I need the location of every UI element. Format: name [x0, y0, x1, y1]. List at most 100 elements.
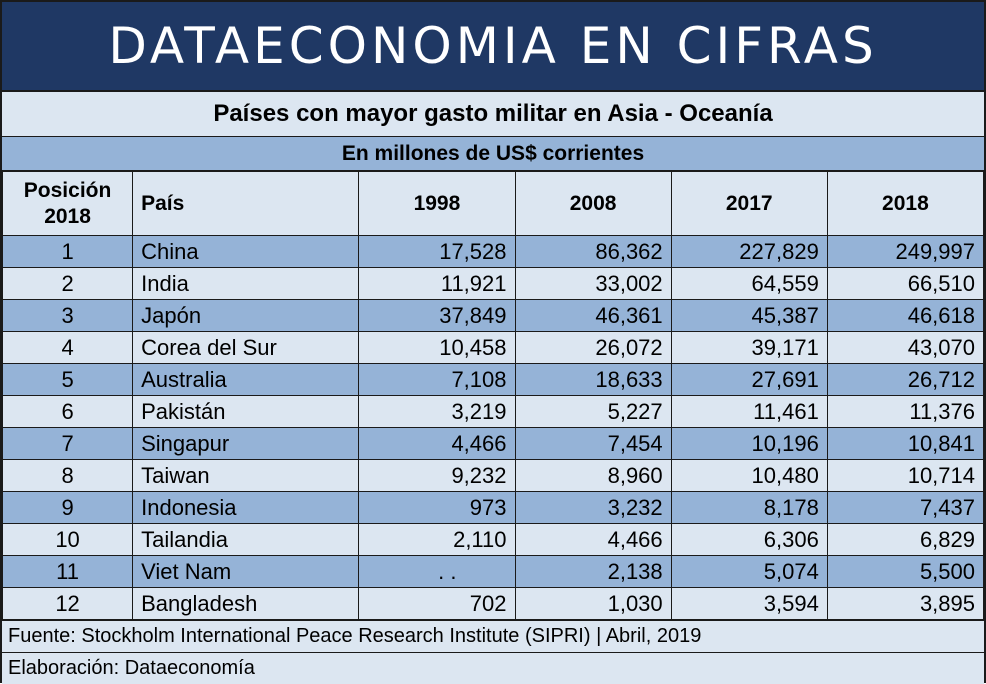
table-row: 4 Corea del Sur 10,458 26,072 39,171 43,…: [1, 331, 985, 364]
cell-1998: 7,108: [358, 363, 516, 396]
cell-2017: 39,171: [670, 331, 828, 364]
source-note: Fuente: Stockholm International Peace Re…: [2, 620, 984, 652]
cell-2017: 5,074: [670, 555, 828, 588]
cell-2008: 1,030: [514, 587, 672, 620]
cell-2017: 45,387: [670, 299, 828, 332]
cell-2018: 249,997: [826, 235, 985, 268]
cell-2008: 86,362: [514, 235, 672, 268]
cell-2017: 10,196: [670, 427, 828, 460]
cell-2017: 10,480: [670, 459, 828, 492]
cell-2008: 3,232: [514, 491, 672, 524]
cell-country: Viet Nam: [132, 555, 360, 588]
header-position-line2: 2018: [44, 204, 91, 228]
cell-country: Corea del Sur: [132, 331, 360, 364]
cell-2018: 10,714: [826, 459, 985, 492]
table-row: 2 India 11,921 33,002 64,559 66,510: [1, 267, 985, 300]
cell-2017: 27,691: [670, 363, 828, 396]
cell-country: Pakistán: [132, 395, 360, 428]
cell-2008: 5,227: [514, 395, 672, 428]
cell-position: 6: [1, 395, 134, 428]
table-row: 6 Pakistán 3,219 5,227 11,461 11,376: [1, 395, 985, 428]
table-row: 1 China 17,528 86,362 227,829 249,997: [1, 235, 985, 268]
header-position: Posición 2018: [1, 171, 134, 236]
cell-2008: 46,361: [514, 299, 672, 332]
cell-1998: 17,528: [358, 235, 516, 268]
cell-2008: 4,466: [514, 523, 672, 556]
cell-2018: 11,376: [826, 395, 985, 428]
cell-country: Bangladesh: [132, 587, 360, 620]
cell-position: 12: [1, 587, 134, 620]
cell-2017: 64,559: [670, 267, 828, 300]
table-row: 12 Bangladesh 702 1,030 3,594 3,895: [1, 587, 985, 620]
cell-2018: 26,712: [826, 363, 985, 396]
header-2017: 2017: [670, 171, 828, 236]
cell-2017: 227,829: [670, 235, 828, 268]
cell-country: Japón: [132, 299, 360, 332]
cell-country: Indonesia: [132, 491, 360, 524]
cell-1998: 2,110: [358, 523, 516, 556]
cell-position: 11: [1, 555, 134, 588]
cell-position: 3: [1, 299, 134, 332]
cell-2008: 33,002: [514, 267, 672, 300]
cell-1998: 3,219: [358, 395, 516, 428]
cell-1998: 4,466: [358, 427, 516, 460]
cell-2018: 10,841: [826, 427, 985, 460]
cell-2018: 6,829: [826, 523, 985, 556]
table-row: 8 Taiwan 9,232 8,960 10,480 10,714: [1, 459, 985, 492]
cell-2008: 18,633: [514, 363, 672, 396]
table-row: 9 Indonesia 973 3,232 8,178 7,437: [1, 491, 985, 524]
header-1998: 1998: [358, 171, 516, 236]
banner-title: DATAECONOMIA EN CIFRAS: [108, 17, 878, 75]
header-2018: 2018: [826, 171, 985, 236]
cell-2018: 43,070: [826, 331, 985, 364]
cell-2017: 11,461: [670, 395, 828, 428]
cell-2018: 46,618: [826, 299, 985, 332]
cell-position: 5: [1, 363, 134, 396]
cell-2018: 7,437: [826, 491, 985, 524]
cell-1998: 9,232: [358, 459, 516, 492]
cell-country: Taiwan: [132, 459, 360, 492]
table-row: 10 Tailandia 2,110 4,466 6,306 6,829: [1, 523, 985, 556]
cell-1998: 10,458: [358, 331, 516, 364]
cell-2008: 2,138: [514, 555, 672, 588]
cell-country: Tailandia: [132, 523, 360, 556]
cell-2008: 26,072: [514, 331, 672, 364]
cell-1998: 37,849: [358, 299, 516, 332]
cell-1998: 11,921: [358, 267, 516, 300]
military-spending-table: Posición 2018 País 1998 2008 2017 2018 1…: [1, 171, 985, 620]
table-header: Posición 2018 País 1998 2008 2017 2018: [1, 171, 985, 236]
cell-2018: 3,895: [826, 587, 985, 620]
header-position-line1: Posición: [23, 178, 112, 202]
table-row: 3 Japón 37,849 46,361 45,387 46,618: [1, 299, 985, 332]
cell-1998: 973: [358, 491, 516, 524]
cell-2018: 66,510: [826, 267, 985, 300]
table-row: 11 Viet Nam . . 2,138 5,074 5,500: [1, 555, 985, 588]
cell-position: 8: [1, 459, 134, 492]
table-title: Países con mayor gasto militar en Asia -…: [2, 92, 984, 137]
cell-2017: 3,594: [670, 587, 828, 620]
cell-position: 4: [1, 331, 134, 364]
table-row: 7 Singapur 4,466 7,454 10,196 10,841: [1, 427, 985, 460]
table-subtitle: En millones de US$ corrientes: [2, 137, 984, 171]
cell-country: China: [132, 235, 360, 268]
cell-2017: 6,306: [670, 523, 828, 556]
cell-position: 1: [1, 235, 134, 268]
cell-1998: 702: [358, 587, 516, 620]
cell-position: 10: [1, 523, 134, 556]
header-country: País: [132, 171, 360, 236]
cell-2008: 8,960: [514, 459, 672, 492]
cell-2008: 7,454: [514, 427, 672, 460]
credit-note: Elaboración: Dataeconomía: [2, 652, 984, 684]
cell-position: 7: [1, 427, 134, 460]
cell-position: 9: [1, 491, 134, 524]
cell-position: 2: [1, 267, 134, 300]
cell-country: Singapur: [132, 427, 360, 460]
table-body: 1 China 17,528 86,362 227,829 249,997 2 …: [1, 235, 985, 620]
cell-country: India: [132, 267, 360, 300]
cell-1998: . .: [358, 555, 516, 588]
header-2008: 2008: [514, 171, 672, 236]
cell-2018: 5,500: [826, 555, 985, 588]
cell-country: Australia: [132, 363, 360, 396]
banner: DATAECONOMIA EN CIFRAS: [2, 2, 984, 92]
